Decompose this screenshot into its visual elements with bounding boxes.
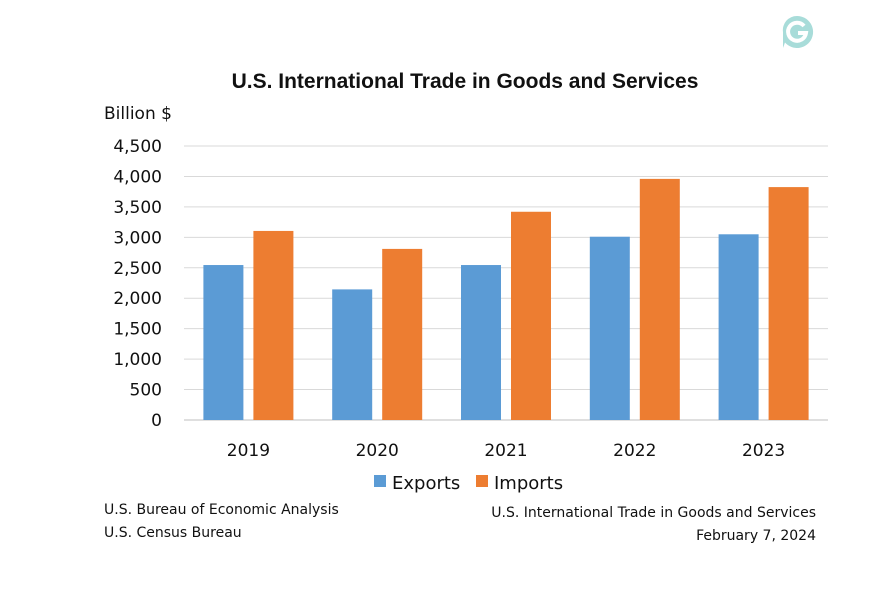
y-tick-label: 3,500 <box>113 198 162 218</box>
bar-imports-2019 <box>253 230 294 420</box>
source-line-1: U.S. Bureau of Economic Analysis <box>104 502 339 518</box>
y-axis-label: Billion $ <box>104 104 172 124</box>
bar-imports-2023 <box>768 187 809 420</box>
chart-title: U.S. International Trade in Goods and Se… <box>231 70 699 93</box>
legend-swatch-imports <box>476 475 488 487</box>
y-tick-label: 500 <box>130 381 162 401</box>
y-tick-label: 1,500 <box>113 320 162 340</box>
source-line-2: U.S. Census Bureau <box>104 525 242 541</box>
x-tick-label: 2019 <box>227 441 270 461</box>
x-tick-label: 2023 <box>742 441 785 461</box>
y-tick-label: 0 <box>151 411 162 431</box>
x-tick-label: 2021 <box>484 441 527 461</box>
y-tick-label: 4,000 <box>113 167 162 187</box>
y-tick-label: 3,000 <box>113 228 162 248</box>
legend-label-imports: Imports <box>494 473 563 494</box>
y-tick-label: 1,000 <box>113 350 162 370</box>
bar-imports-2022 <box>639 178 680 420</box>
bar-exports-2023 <box>718 234 759 420</box>
bar-imports-2021 <box>511 211 551 420</box>
release-date: February 7, 2024 <box>696 528 816 544</box>
x-tick-label: 2020 <box>356 441 399 461</box>
legend-label-exports: Exports <box>392 473 460 494</box>
y-tick-label: 4,500 <box>113 137 162 157</box>
bar-exports-2021 <box>461 265 501 420</box>
release-title: U.S. International Trade in Goods and Se… <box>491 505 816 521</box>
y-tick-label: 2,500 <box>113 259 162 279</box>
bar-imports-2020 <box>382 248 423 420</box>
y-tick-label: 2,000 <box>113 289 162 309</box>
bar-exports-2020 <box>332 289 373 420</box>
bar-exports-2022 <box>589 236 630 420</box>
bar-exports-2019 <box>203 265 244 420</box>
legend-swatch-exports <box>374 475 386 487</box>
x-tick-label: 2022 <box>613 441 656 461</box>
g-logo-icon <box>782 15 814 49</box>
